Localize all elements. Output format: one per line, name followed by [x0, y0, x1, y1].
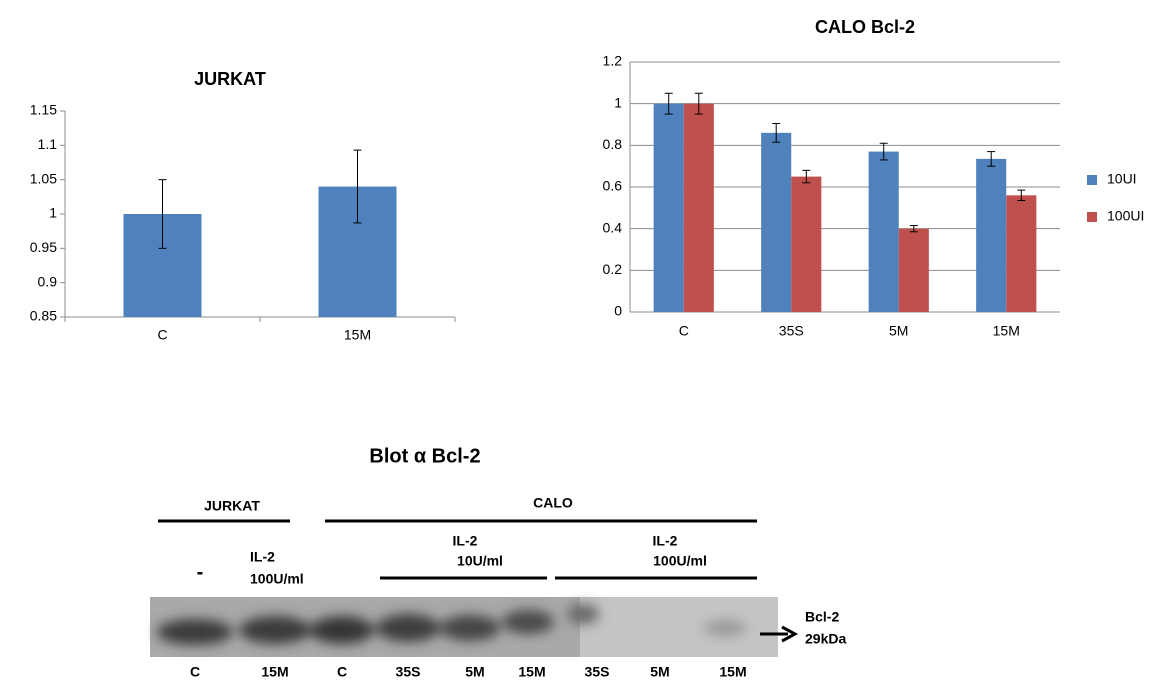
condition-label: IL-2 [453, 533, 478, 549]
bar [654, 104, 684, 312]
band [703, 620, 747, 636]
band [440, 615, 500, 641]
x-tick-label: C [679, 323, 689, 339]
chart-title: CALO Bcl-2 [815, 17, 915, 37]
band [502, 610, 554, 634]
lane-label: C [190, 664, 200, 680]
band [157, 619, 233, 645]
figure: Blot α Bcl-2 JURKAT CALO - IL-2 100U/ml … [0, 0, 1157, 681]
y-tick-label: 1.2 [603, 53, 623, 69]
legend-swatch [1087, 212, 1097, 222]
y-tick-label: 0.9 [38, 273, 58, 289]
x-tick-label: 15M [993, 323, 1020, 339]
lane-label: 15M [261, 664, 288, 680]
y-tick-label: 0.4 [603, 219, 623, 235]
y-tick-label: 0 [614, 303, 622, 319]
x-tick-label: 5M [889, 323, 908, 339]
condition-label: - [197, 561, 204, 583]
chart-title: JURKAT [194, 69, 266, 89]
y-tick-label: 1.15 [30, 102, 57, 118]
bar [761, 133, 791, 312]
y-tick-label: 0.6 [603, 178, 623, 194]
group-label: JURKAT [204, 498, 260, 514]
lane-label: 15M [518, 664, 545, 680]
marker-label: Bcl-2 [805, 609, 839, 625]
bar [899, 229, 929, 312]
lane-label: 35S [396, 664, 421, 680]
marker-label: 29kDa [805, 631, 846, 647]
lane-label: 5M [465, 664, 484, 680]
y-tick-label: 0.8 [603, 136, 623, 152]
blot-image [150, 597, 778, 657]
band [310, 616, 374, 644]
x-tick-label: 15M [344, 327, 371, 343]
lane-label: 15M [719, 664, 746, 680]
x-tick-label: C [157, 327, 167, 343]
lane-label: 35S [585, 664, 610, 680]
condition-label: 100U/ml [250, 571, 304, 587]
condition-label: IL-2 [250, 549, 275, 565]
band [376, 614, 440, 642]
bar [1006, 195, 1036, 312]
y-tick-label: 0.2 [603, 261, 623, 277]
group-label: CALO [533, 495, 573, 511]
band [567, 604, 599, 624]
blot-background [580, 597, 778, 657]
band [239, 616, 311, 644]
y-tick-label: 1.1 [38, 136, 58, 152]
bar [869, 152, 899, 312]
legend-label: 100UI [1107, 208, 1144, 224]
blot-title: Blot α Bcl-2 [369, 445, 480, 467]
y-tick-label: 0.85 [30, 308, 57, 324]
bar [684, 104, 714, 312]
legend-swatch [1087, 175, 1097, 185]
legend-label: 10UI [1107, 171, 1137, 187]
condition-label: 10U/ml [457, 553, 503, 569]
y-tick-label: 0.95 [30, 239, 57, 255]
condition-label: 100U/ml [653, 553, 707, 569]
bar [791, 177, 821, 312]
lane-label: C [337, 664, 347, 680]
x-tick-label: 35S [779, 323, 804, 339]
condition-label: IL-2 [653, 533, 678, 549]
y-tick-label: 1 [49, 205, 57, 221]
y-tick-label: 1.05 [30, 170, 57, 186]
lane-label: 5M [650, 664, 669, 680]
bar [976, 159, 1006, 312]
page: Blot α Bcl-2 JURKAT CALO - IL-2 100U/ml … [0, 0, 1157, 681]
y-tick-label: 1 [614, 94, 622, 110]
